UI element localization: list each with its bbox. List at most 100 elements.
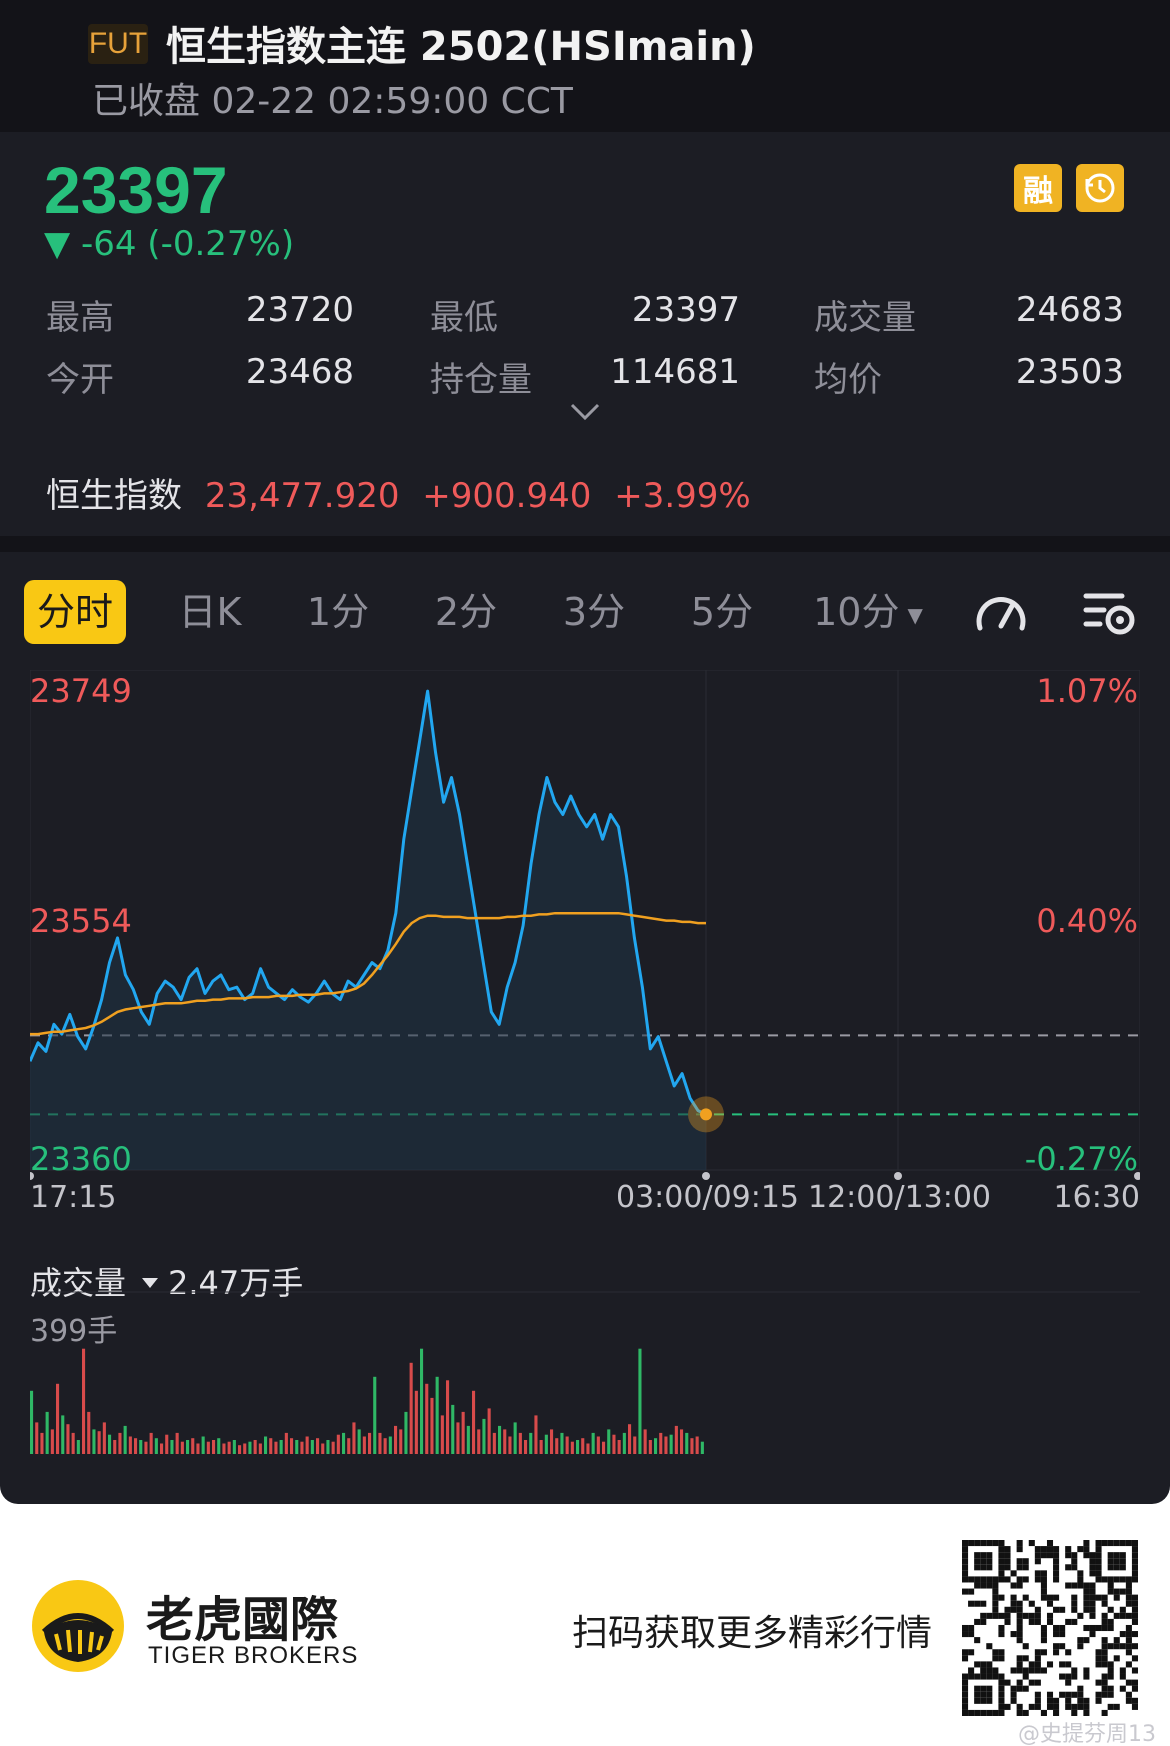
volume-bar <box>461 1411 465 1454</box>
volume-bar <box>175 1432 179 1454</box>
tab-intraday[interactable]: 分时 <box>24 580 126 644</box>
volume-bar <box>108 1434 112 1454</box>
volume-bar <box>92 1429 96 1454</box>
volume-bar <box>487 1408 491 1454</box>
scan-prompt: 扫码获取更多精彩行情 <box>572 1613 933 1654</box>
volume-bar <box>97 1431 101 1454</box>
average-price-value: 23503 <box>1015 352 1124 392</box>
volume-bar <box>123 1425 127 1454</box>
volume-bar <box>201 1436 205 1454</box>
qr-code-icon[interactable] <box>962 1540 1138 1716</box>
volume-bar <box>669 1434 673 1454</box>
chart-settings-icon[interactable] <box>1082 588 1140 638</box>
volume-bar <box>82 1348 86 1454</box>
tab-1min[interactable]: 1分 <box>306 590 370 634</box>
volume-bar <box>581 1438 585 1454</box>
volume-bar <box>134 1438 138 1454</box>
volume-bar-chart <box>30 1291 1140 1454</box>
volume-value: 24683 <box>1015 290 1124 330</box>
volume-bar <box>243 1443 247 1454</box>
chevron-down-icon[interactable] <box>570 402 600 422</box>
volume-bar <box>45 1411 49 1454</box>
volume-bar <box>472 1390 476 1454</box>
quote-panel: 23397 ▼ -64 (-0.27%) 融 最高 23720 最低 23397… <box>0 132 1170 536</box>
contract-title: 恒生指数主连 2502(HSImain) <box>166 24 756 70</box>
history-button[interactable] <box>1076 164 1124 212</box>
volume-bar <box>284 1432 288 1454</box>
y-tick-low: 23360 <box>30 1140 132 1178</box>
average-price-line <box>30 911 706 1036</box>
volume-bar <box>394 1425 398 1454</box>
low-value: 23397 <box>631 290 740 330</box>
brand-name-en: TIGER BROKERS <box>148 1642 359 1669</box>
caret-down-icon <box>142 1278 159 1288</box>
divider <box>0 536 1170 552</box>
volume-bar <box>331 1441 335 1454</box>
volume-title[interactable]: 成交量 2.47万手 <box>30 1258 303 1304</box>
price-change: ▼ -64 (-0.27%) <box>44 224 294 264</box>
volume-bar <box>102 1422 106 1454</box>
volume-bar <box>30 1390 34 1454</box>
volume-bar <box>607 1429 611 1454</box>
volume-bar <box>362 1436 366 1454</box>
volume-bar <box>685 1432 689 1454</box>
volume-bar <box>290 1438 294 1454</box>
volume-bar <box>576 1440 580 1454</box>
open-interest-label: 持仓量 <box>430 360 532 400</box>
hang-seng-index-row[interactable]: 恒生指数 23,477.920 +900.940 +3.99% <box>46 468 751 517</box>
volume-bar <box>238 1445 242 1454</box>
volume-bar <box>300 1441 304 1454</box>
volume-bar <box>71 1432 75 1454</box>
top-bar: FUT 恒生指数主连 2502(HSImain) 已收盘 02-22 02:59… <box>0 0 1170 132</box>
volume-bar <box>40 1432 44 1454</box>
volume-bar <box>544 1434 548 1454</box>
volume-bar <box>409 1362 413 1454</box>
volume-bar <box>357 1429 361 1454</box>
margin-button[interactable]: 融 <box>1014 164 1062 212</box>
tab-10min[interactable]: 10分 ▼ <box>810 580 926 644</box>
volume-bar <box>628 1424 632 1454</box>
high-value: 23720 <box>245 290 354 330</box>
volume-bar <box>232 1440 236 1454</box>
volume-bar <box>160 1443 164 1454</box>
y-pct-mid: 0.40% <box>1036 902 1138 940</box>
low-label: 最低 <box>430 298 498 338</box>
volume-bar <box>513 1422 517 1454</box>
index-change: +900.940 <box>422 476 592 516</box>
volume-bar <box>149 1432 153 1454</box>
market-status: 已收盘 02-22 02:59:00 CCT <box>92 81 573 122</box>
volume-bar <box>700 1441 704 1454</box>
open-value: 23468 <box>245 352 354 392</box>
volume-bar <box>498 1425 502 1454</box>
chart-panel: 分时 日K 1分 2分 3分 5分 10分 ▼ 23749 23554 23360… <box>0 552 1170 1504</box>
tab-5min[interactable]: 5分 <box>690 590 754 634</box>
volume-bar <box>316 1438 320 1454</box>
volume-bar <box>279 1440 283 1454</box>
volume-bar <box>310 1440 314 1454</box>
volume-bar <box>66 1424 70 1454</box>
volume-bar <box>264 1436 268 1454</box>
volume-bar <box>399 1429 403 1454</box>
volume-bar <box>654 1438 658 1454</box>
volume-bar <box>695 1436 699 1454</box>
volume-bar <box>529 1432 533 1454</box>
volume-bar <box>524 1440 528 1454</box>
tab-daily-k[interactable]: 日K <box>178 590 242 634</box>
volume-bar <box>518 1432 522 1454</box>
volume-bar <box>539 1440 543 1454</box>
tab-3min[interactable]: 3分 <box>562 590 626 634</box>
open-interest-value: 114681 <box>610 352 740 392</box>
intraday-price-chart[interactable] <box>30 670 1140 1200</box>
volume-title-label: 成交量 <box>30 1264 127 1302</box>
volume-bar <box>373 1376 377 1454</box>
speedometer-icon[interactable] <box>972 588 1030 638</box>
volume-total: 2.47万手 <box>168 1264 304 1302</box>
volume-bar <box>690 1438 694 1454</box>
footer-banner: 老虎國際 TIGER BROKERS 扫码获取更多精彩行情 @史提芬周13 <box>0 1504 1170 1746</box>
volume-bar <box>435 1376 439 1454</box>
tab-2min[interactable]: 2分 <box>434 590 498 634</box>
volume-bar <box>430 1397 434 1454</box>
volume-bar <box>659 1432 663 1454</box>
volume-bar <box>186 1440 190 1454</box>
volume-bar <box>477 1429 481 1454</box>
